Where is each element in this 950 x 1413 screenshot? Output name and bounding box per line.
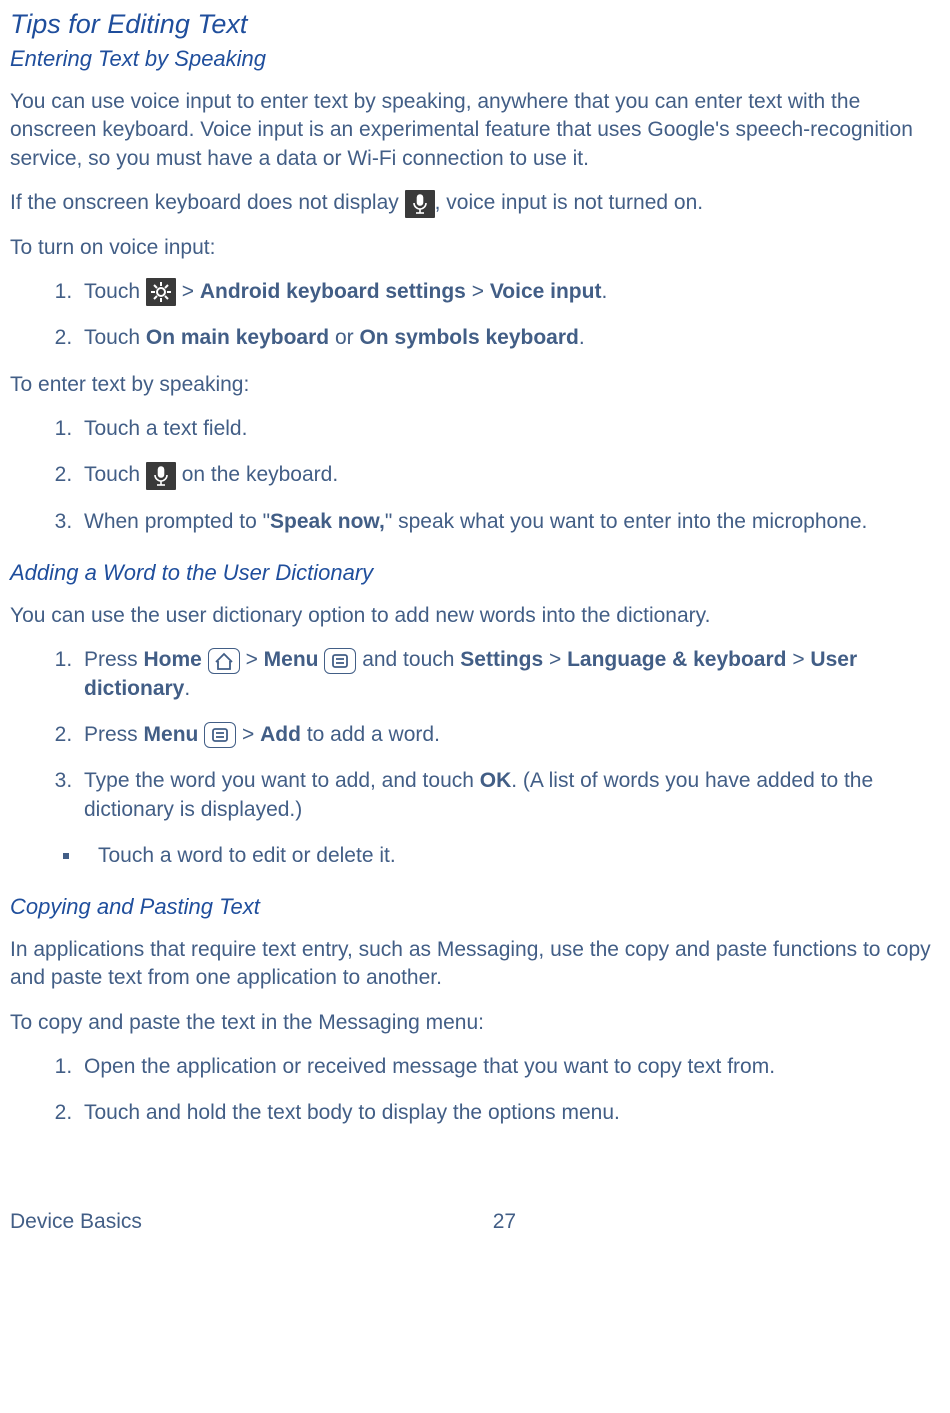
list-item: Press Home > Menu and touch Settings > L…	[78, 646, 946, 703]
bold-text: OK	[480, 769, 512, 792]
page-title: Tips for Editing Text	[10, 6, 946, 42]
text-fragment: >	[242, 723, 260, 746]
list-item: Touch > Android keyboard settings > Voic…	[78, 278, 946, 306]
voice-intro-paragraph: You can use voice input to enter text by…	[10, 88, 946, 173]
bold-text: Speak now,	[270, 510, 385, 533]
list-item: Touch On main keyboard or On symbols key…	[78, 324, 946, 352]
bold-text: Voice input	[490, 280, 602, 303]
turn-on-label: To turn on voice input:	[10, 234, 946, 262]
list-item: Type the word you want to add, and touch…	[78, 767, 946, 824]
text-fragment: Touch	[84, 463, 146, 486]
dict-intro-paragraph: You can use the user dictionary option t…	[10, 602, 946, 630]
text-fragment: Press	[84, 723, 144, 746]
list-item: Touch and hold the text body to display …	[78, 1099, 946, 1127]
settings-gear-icon	[146, 278, 176, 306]
footer-page-number: 27	[493, 1208, 516, 1236]
list-item: Touch a word to edit or delete it.	[82, 842, 946, 870]
text-fragment: >	[472, 280, 490, 303]
menu-icon	[204, 722, 236, 748]
heading-user-dictionary: Adding a Word to the User Dictionary	[10, 558, 946, 588]
home-icon	[208, 648, 240, 674]
microphone-icon	[146, 462, 176, 490]
text-fragment: .	[579, 326, 585, 349]
text-fragment: Type the word you want to add, and touch	[84, 769, 480, 792]
voice-no-icon-paragraph: If the onscreen keyboard does not displa…	[10, 189, 946, 217]
text-fragment: .	[184, 677, 190, 700]
bold-text: Android keyboard settings	[200, 280, 466, 303]
bold-text: On main keyboard	[146, 326, 329, 349]
footer-section-name: Device Basics	[10, 1210, 142, 1233]
text-fragment: >	[549, 648, 567, 671]
microphone-icon	[405, 190, 435, 218]
text-fragment: and touch	[362, 648, 460, 671]
text-fragment: Press	[84, 648, 144, 671]
dict-steps-list: Press Home > Menu and touch Settings > L…	[10, 646, 946, 824]
copy-intro-paragraph: In applications that require text entry,…	[10, 936, 946, 993]
list-item: Press Menu > Add to add a word.	[78, 721, 946, 749]
page-footer: Device Basics 27	[10, 1208, 946, 1236]
bold-text: Language & keyboard	[567, 648, 786, 671]
text-fragment: >	[792, 648, 810, 671]
text-fragment: Touch	[84, 326, 146, 349]
list-item: Open the application or received message…	[78, 1053, 946, 1081]
text-fragment: .	[601, 280, 607, 303]
text-fragment: >	[246, 648, 264, 671]
copy-steps-list: Open the application or received message…	[10, 1053, 946, 1128]
dict-sub-bullets: Touch a word to edit or delete it.	[10, 842, 946, 870]
bold-text: Settings	[460, 648, 543, 671]
bold-text: On symbols keyboard	[359, 326, 578, 349]
text-fragment: to add a word.	[307, 723, 440, 746]
menu-icon	[324, 648, 356, 674]
text-fragment: >	[182, 280, 200, 303]
text-fragment: on the keyboard.	[182, 463, 338, 486]
text-fragment: , voice input is not turned on.	[435, 191, 704, 214]
enter-speaking-label: To enter text by speaking:	[10, 371, 946, 399]
text-fragment: Touch	[84, 280, 146, 303]
text-fragment: When prompted to "	[84, 510, 270, 533]
turn-on-steps-list: Touch > Android keyboard settings > Voic…	[10, 278, 946, 353]
list-item: When prompted to "Speak now," speak what…	[78, 508, 946, 536]
bold-text: Add	[260, 723, 301, 746]
heading-copy-paste: Copying and Pasting Text	[10, 892, 946, 922]
bold-text: Menu	[264, 648, 319, 671]
enter-speaking-steps-list: Touch a text field. Touch on the keyboar…	[10, 415, 946, 536]
list-item: Touch on the keyboard.	[78, 461, 946, 489]
text-fragment: or	[335, 326, 360, 349]
text-fragment: " speak what you want to enter into the …	[385, 510, 868, 533]
bold-text: Home	[144, 648, 202, 671]
list-item: Touch a text field.	[78, 415, 946, 443]
copy-howto-label: To copy and paste the text in the Messag…	[10, 1009, 946, 1037]
heading-entering-text: Entering Text by Speaking	[10, 44, 946, 74]
bold-text: Menu	[144, 723, 199, 746]
text-fragment: If the onscreen keyboard does not displa…	[10, 191, 405, 214]
